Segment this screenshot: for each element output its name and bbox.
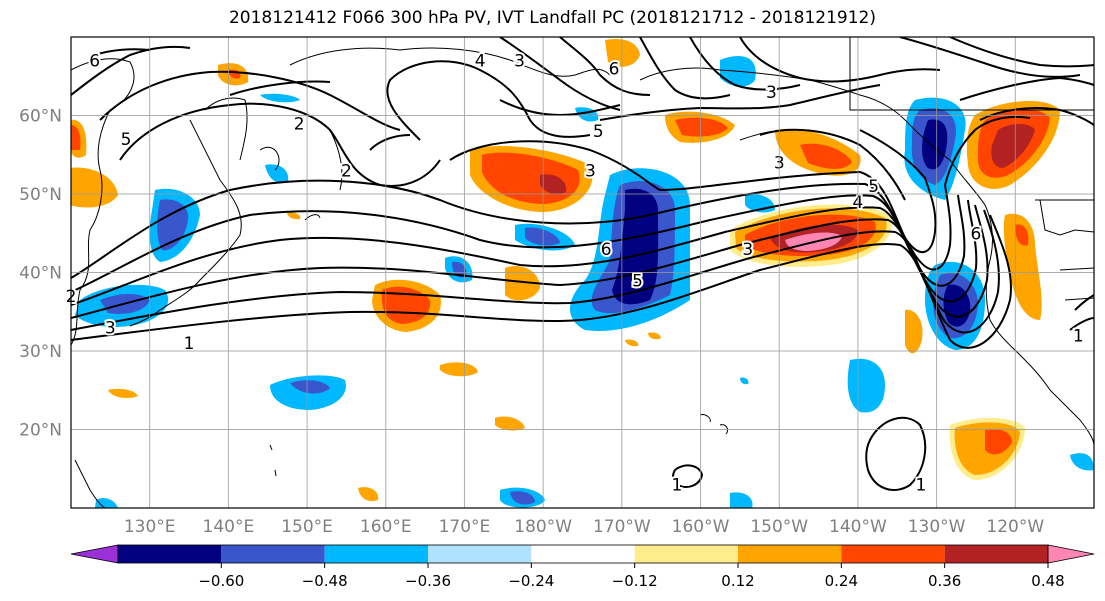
contour-label: 2 <box>341 161 352 181</box>
lon-label: 120°W <box>986 517 1044 537</box>
colorbar-tick-label: 0.48 <box>1031 572 1064 590</box>
colorbar-segment <box>428 545 532 563</box>
colorbar-outline <box>117 544 1049 564</box>
lat-label: 50°N <box>19 185 62 205</box>
colorbar-tick-label: −0.12 <box>612 572 658 590</box>
colorbar-segment <box>841 545 945 563</box>
lon-label: 160°W <box>672 517 730 537</box>
colorbar-extend-high <box>1047 544 1095 564</box>
colorbar-tick-label: 0.36 <box>928 572 961 590</box>
colorbar-segment <box>634 545 738 563</box>
colorbar-segment <box>324 545 428 563</box>
contour-label: 3 <box>585 161 596 181</box>
colorbar-tick-label: −0.60 <box>198 572 244 590</box>
contour-label: 4 <box>475 52 486 72</box>
lon-label: 140°W <box>829 517 887 537</box>
lat-label: 20°N <box>19 421 62 441</box>
contour-label: 3 <box>105 318 116 338</box>
lon-label: 180°W <box>514 517 572 537</box>
colorbar: −0.60 −0.48 −0.36 −0.24 −0.12 0.12 0.24 0.36 0.4… <box>70 544 1095 590</box>
colorbar-segment <box>221 545 325 563</box>
contour-label: 6 <box>601 240 612 260</box>
contour-label: 6 <box>609 59 620 79</box>
longitude-labels: 130°E 140°E 150°E 160°E 170°E 180°W 170°W 160°W… <box>124 517 1045 537</box>
pv-contours <box>71 37 1094 491</box>
lon-label: 140°E <box>203 517 255 537</box>
colorbar-tick-label: 0.24 <box>825 572 858 590</box>
contour-label: 6 <box>89 52 100 72</box>
contour-label: 2 <box>294 114 305 134</box>
lon-label: 150°E <box>281 517 333 537</box>
contour-label: 6 <box>971 224 982 244</box>
contour-label: 1 <box>1073 326 1084 346</box>
lat-label: 60°N <box>19 107 62 127</box>
colorbar-segment <box>738 545 842 563</box>
gridlines <box>71 37 1094 508</box>
contour-label: 1 <box>672 475 683 495</box>
colorbar-segment <box>118 545 222 563</box>
lon-label: 130°W <box>908 517 966 537</box>
lat-label: 30°N <box>19 342 62 362</box>
lon-label: 130°E <box>124 517 176 537</box>
lon-label: 170°W <box>593 517 651 537</box>
colorbar-segment <box>531 545 635 563</box>
contour-label: 1 <box>915 475 926 495</box>
contour-label: 3 <box>742 240 753 260</box>
colorbar-tick-label: −0.36 <box>405 572 451 590</box>
contour-label: 3 <box>766 83 777 103</box>
colorbar-segment <box>944 545 1048 563</box>
latitude-labels: 20°N 30°N 40°N 50°N 60°N <box>19 107 62 441</box>
colorbar-tick-label: −0.24 <box>508 572 554 590</box>
colorbar-tick-label: 0.12 <box>721 572 754 590</box>
lat-label: 40°N <box>19 264 62 284</box>
map-title: 2018121412 F066 300 hPa PV, IVT Landfall… <box>228 8 876 28</box>
contour-label: 5 <box>632 271 643 291</box>
contour-label: 5 <box>868 177 879 197</box>
lon-label: 150°W <box>750 517 808 537</box>
lon-label: 160°E <box>360 517 412 537</box>
contour-label: 5 <box>593 122 604 142</box>
map-frame <box>70 36 1095 509</box>
contour-label: 3 <box>514 52 525 72</box>
contour-label: 5 <box>121 130 132 150</box>
colorbar-extend-low <box>70 544 119 564</box>
contour-label: 1 <box>184 334 195 354</box>
colorbar-tick-label: −0.48 <box>302 572 348 590</box>
coastlines <box>71 37 1094 508</box>
lon-label: 170°E <box>439 517 491 537</box>
